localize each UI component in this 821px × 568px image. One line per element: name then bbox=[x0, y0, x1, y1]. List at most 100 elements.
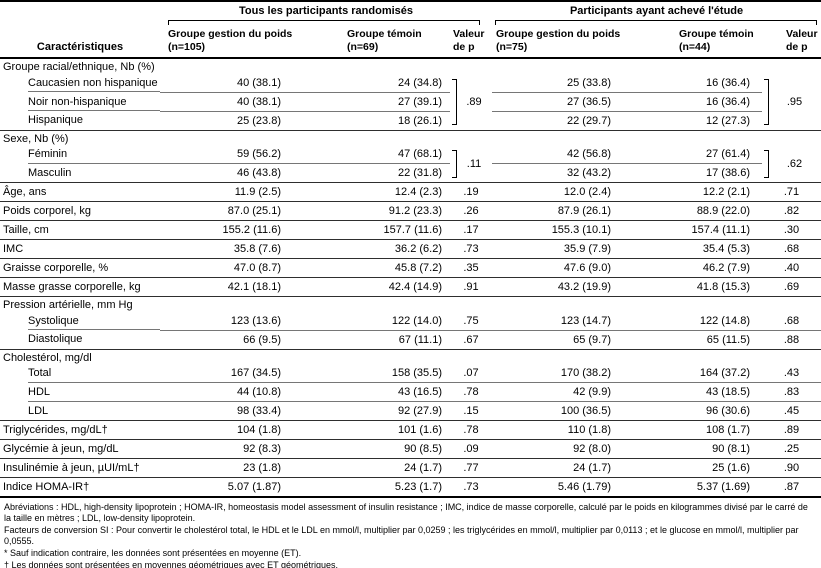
column-header-line: Valeur bbox=[453, 28, 485, 40]
p-value-cell: .09 bbox=[450, 439, 493, 459]
value-cell: 104 (1.8) bbox=[160, 420, 295, 440]
value-cell: 12 (27.3) bbox=[629, 111, 763, 131]
p-value-cell: .19 bbox=[450, 182, 493, 202]
value-cell: 42.4 (14.9) bbox=[295, 277, 450, 297]
value-cell: 47.6 (9.0) bbox=[492, 258, 630, 278]
value-cell: 42 (56.8) bbox=[492, 145, 630, 164]
p-value-cell: .30 bbox=[762, 220, 821, 240]
group-row: Groupe racial/ethnique, Nb (%) bbox=[0, 58, 821, 74]
value-cell: 44 (10.8) bbox=[160, 382, 295, 402]
baseline-characteristics-table: Tous les participants randomisés Partici… bbox=[0, 0, 821, 498]
column-header-line: Groupe témoin bbox=[679, 28, 754, 40]
span-bracket-left bbox=[168, 20, 481, 25]
table-row: Triglycérides, mg/dL† 104 (1.8) 101 (1.6).… bbox=[0, 420, 821, 440]
value-cell: 87.9 (26.1) bbox=[492, 201, 630, 221]
column-header-line: de p bbox=[453, 40, 475, 53]
value-cell: 22 (29.7) bbox=[492, 111, 630, 131]
p-value-cell: .91 bbox=[450, 277, 493, 297]
p-value-cell: .17 bbox=[450, 220, 493, 240]
value-cell: 11.9 (2.5) bbox=[160, 182, 295, 202]
value-cell: 122 (14.8) bbox=[629, 311, 763, 331]
column-header-line: Valeur bbox=[786, 28, 818, 40]
value-cell: 123 (13.6) bbox=[160, 311, 295, 331]
value-cell: 24 (1.7) bbox=[492, 458, 630, 478]
value-cell: 65 (9.7) bbox=[492, 330, 630, 350]
table-row: Féminin 59 (56.2) 47 (68.1) .11 42 (56.8) 27 … bbox=[0, 145, 821, 183]
value-cell: 66 (9.5) bbox=[160, 330, 295, 350]
value-cell: 92 (8.3) bbox=[160, 439, 295, 459]
row-label: Noir non-hispanique bbox=[0, 92, 160, 111]
group-label: Pression artérielle, mm Hg bbox=[3, 299, 133, 311]
table-row: HDL 44 (10.8) 43 (16.5) .78 42 (9.9) 43 (18.5… bbox=[0, 382, 821, 402]
value-cell: 27 (36.5) bbox=[492, 92, 630, 112]
column-header-line: (n=75) bbox=[496, 40, 528, 53]
row-label: Féminin bbox=[0, 145, 160, 164]
value-cell: 12.2 (2.1) bbox=[629, 182, 763, 202]
table-row: Poids corporel, kg 87.0 (25.1) 91.2 (23.3)… bbox=[0, 201, 821, 221]
span-bracket-right bbox=[495, 20, 818, 25]
table-row: Indice HOMA-IR† 5.07 (1.87) 5.23 (1.7) .73 5… bbox=[0, 478, 821, 498]
value-cell: 17 (38.6) bbox=[629, 163, 763, 183]
value-cell: 25 (23.8) bbox=[160, 111, 295, 131]
p-value-cell: .78 bbox=[450, 382, 493, 402]
empty-corner-cell bbox=[0, 1, 160, 25]
value-cell: 24 (1.7) bbox=[295, 458, 450, 478]
p-value-cell: .71 bbox=[762, 182, 821, 202]
value-cell: 5.37 (1.69) bbox=[696, 481, 751, 493]
grouping-bracket bbox=[452, 149, 457, 178]
p-value-cell: .75 bbox=[450, 311, 493, 331]
column-header-pvalue-completers: Valeur de p bbox=[762, 25, 821, 59]
p-value-cell: .45 bbox=[762, 401, 821, 421]
p-value-cell: .67 bbox=[450, 330, 493, 350]
column-header-control-completers: Groupe témoin (n=44) bbox=[629, 25, 763, 59]
value-cell: 32 (43.2) bbox=[492, 163, 630, 183]
p-value-cell: .68 bbox=[762, 311, 821, 331]
value-cell: 12.4 (2.3) bbox=[295, 182, 450, 202]
value-cell: 157.4 (11.1) bbox=[629, 220, 763, 240]
table-row: Noir non-hispanique 40 (38.1) 27 (39.1) 27 … bbox=[0, 92, 821, 112]
value-cell: 92 (8.0) bbox=[492, 439, 630, 459]
value-cell: 36.2 (6.2) bbox=[295, 239, 450, 259]
group-row: Pression artérielle, mm Hg bbox=[0, 297, 821, 312]
p-value-cell: .40 bbox=[762, 258, 821, 278]
column-header-weight-mgmt-randomized: Groupe gestion du poids (n=105) bbox=[160, 25, 295, 59]
row-label: Systolique bbox=[0, 312, 160, 331]
row-label: Graisse corporelle, % bbox=[0, 258, 160, 278]
row-label: Taille, cm bbox=[0, 220, 160, 240]
table-row: LDL 98 (33.4) 92 (27.9) .15 100 (36.5) 96 (30… bbox=[0, 401, 821, 421]
row-label: Glycémie à jeun, mg/dL bbox=[0, 439, 160, 459]
row-label: Indice HOMA-IR† bbox=[3, 481, 90, 493]
span-header-completers: Participants ayant achevé l'étude bbox=[492, 1, 821, 25]
value-cell: 43 (16.5) bbox=[295, 382, 450, 402]
footnote-asterisk: * Sauf indication contraire, les données… bbox=[4, 548, 302, 558]
value-cell: 92 (27.9) bbox=[295, 401, 450, 421]
p-value-cell: .35 bbox=[450, 258, 493, 278]
p-value: .62 bbox=[786, 157, 803, 170]
column-header-line: (n=69) bbox=[347, 40, 379, 53]
table-row: Graisse corporelle, % 47.0 (8.7) 45.8 (7.2… bbox=[0, 258, 821, 278]
row-label: Poids corporel, kg bbox=[0, 201, 160, 221]
row-label: IMC bbox=[0, 239, 160, 259]
p-value-cell: .95 bbox=[762, 73, 821, 131]
group-row: Sexe, Nb (%) bbox=[0, 130, 821, 145]
p-value-cell: .62 bbox=[762, 145, 821, 183]
table-row: Taille, cm 155.2 (11.6) 157.7 (11.6) .17 155… bbox=[0, 220, 821, 240]
column-header-line: (n=105) bbox=[168, 40, 206, 53]
table-row: IMC 35.8 (7.6) 36.2 (6.2) .73 35.9 (7.9) 35.4… bbox=[0, 239, 821, 259]
p-value-cell: .88 bbox=[762, 330, 821, 350]
value-cell: 170 (38.2) bbox=[492, 364, 630, 383]
value-cell: 91.2 (23.3) bbox=[295, 201, 450, 221]
value-cell: 46 (43.8) bbox=[160, 163, 295, 183]
value-cell: 42.1 (18.1) bbox=[160, 277, 295, 297]
table-row: Insulinémie à jeun, µUI/mL† 23 (1.8) 24 (1… bbox=[0, 458, 821, 478]
row-label: Hispanique bbox=[0, 111, 160, 131]
grouping-bracket bbox=[764, 78, 770, 125]
p-value-cell: .82 bbox=[762, 201, 821, 221]
group-label: Cholestérol, mg/dl bbox=[3, 351, 92, 364]
value-cell: 67 (11.1) bbox=[295, 330, 450, 350]
table-header: Tous les participants randomisés Partici… bbox=[0, 1, 821, 59]
p-value-cell: .89 bbox=[762, 420, 821, 440]
group-label: Groupe racial/ethnique, Nb (%) bbox=[3, 61, 155, 73]
table-row: Glycémie à jeun, mg/dL 92 (8.3) 90 (8.5) .0… bbox=[0, 439, 821, 459]
